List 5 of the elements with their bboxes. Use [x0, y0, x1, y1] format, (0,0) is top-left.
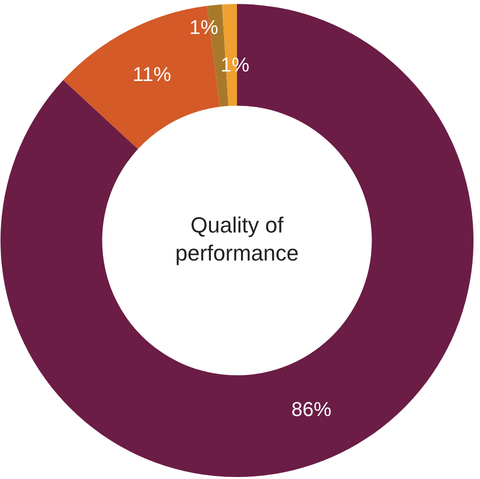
data-label: 1%	[189, 17, 219, 40]
data-label: 86%	[291, 399, 332, 422]
data-label: 11%	[132, 64, 172, 86]
text: Quality of performance	[175, 212, 299, 266]
data-label: 1%	[220, 54, 250, 77]
